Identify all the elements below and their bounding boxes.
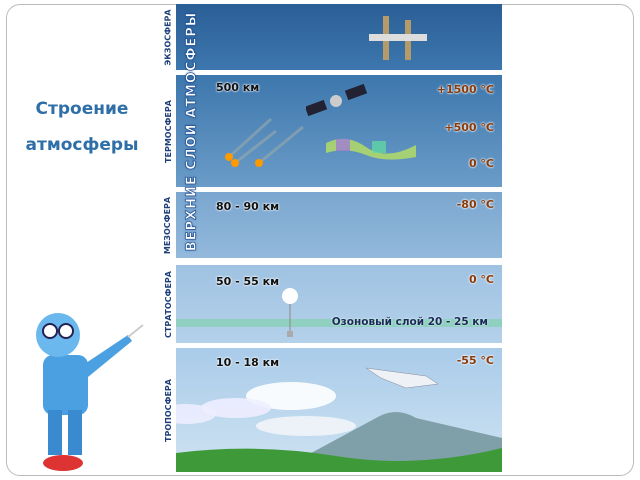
title-line-2: атмосферы: [25, 135, 139, 155]
ozone-layer: [176, 319, 502, 327]
temperature-label: +500 °C: [444, 121, 494, 134]
label-mesosphere: МЕЗОСФЕРА: [163, 196, 173, 254]
label-troposphere: ТРОПОСФЕРА: [163, 378, 173, 442]
atmosphere-diagram: 500 км +1500 °C +500 °C 0 °C 80 - 90 км …: [176, 4, 502, 472]
mesosphere-band: 80 - 90 км -80 °C: [176, 192, 502, 258]
temperature-label: 0 °C: [468, 273, 494, 286]
slide-title: Строение атмосферы: [22, 98, 142, 156]
temperature-label: 0 °C: [468, 157, 494, 170]
ozone-layer-label: Озоновый слой 20 - 25 км: [331, 316, 488, 328]
title-line-1: Строение: [35, 99, 129, 119]
stratosphere-band: 50 - 55 км 0 °C Озоновый слой 20 - 25 км: [176, 265, 502, 343]
altitude-label: 500 км: [216, 81, 260, 94]
thermosphere-band: 500 км +1500 °C +500 °C 0 °C: [176, 75, 502, 187]
exosphere-band: [176, 4, 502, 70]
satellite-icon: [306, 83, 368, 117]
label-thermosphere: ТЕРМОСФЕРА: [163, 99, 173, 163]
upper-layers-heading: ВЕРХНИЕ СЛОИ АТМОСФЕРЫ: [184, 11, 200, 251]
altitude-label: 50 - 55 км: [216, 275, 280, 288]
cartoon-teacher-illustration: [36, 313, 144, 471]
troposphere-band: 10 - 18 км -55 °C: [176, 348, 502, 472]
temperature-label: +1500 °C: [436, 83, 494, 96]
label-exosphere: ЭКЗОСФЕРА: [163, 8, 173, 66]
space-station-icon: [369, 16, 427, 60]
airplane-icon: [365, 367, 439, 389]
altitude-label: 80 - 90 км: [216, 200, 280, 213]
aurora-icon: [326, 138, 416, 160]
temperature-label: -80 °C: [456, 198, 494, 211]
weather-balloon-icon: [282, 288, 298, 337]
landscape-illustration: [176, 367, 502, 472]
label-stratosphere: СТРАТОСФЕРА: [163, 270, 173, 338]
meteors-icon: [225, 117, 304, 167]
temperature-label: -55 °C: [456, 354, 494, 367]
altitude-label: 10 - 18 км: [216, 356, 280, 369]
